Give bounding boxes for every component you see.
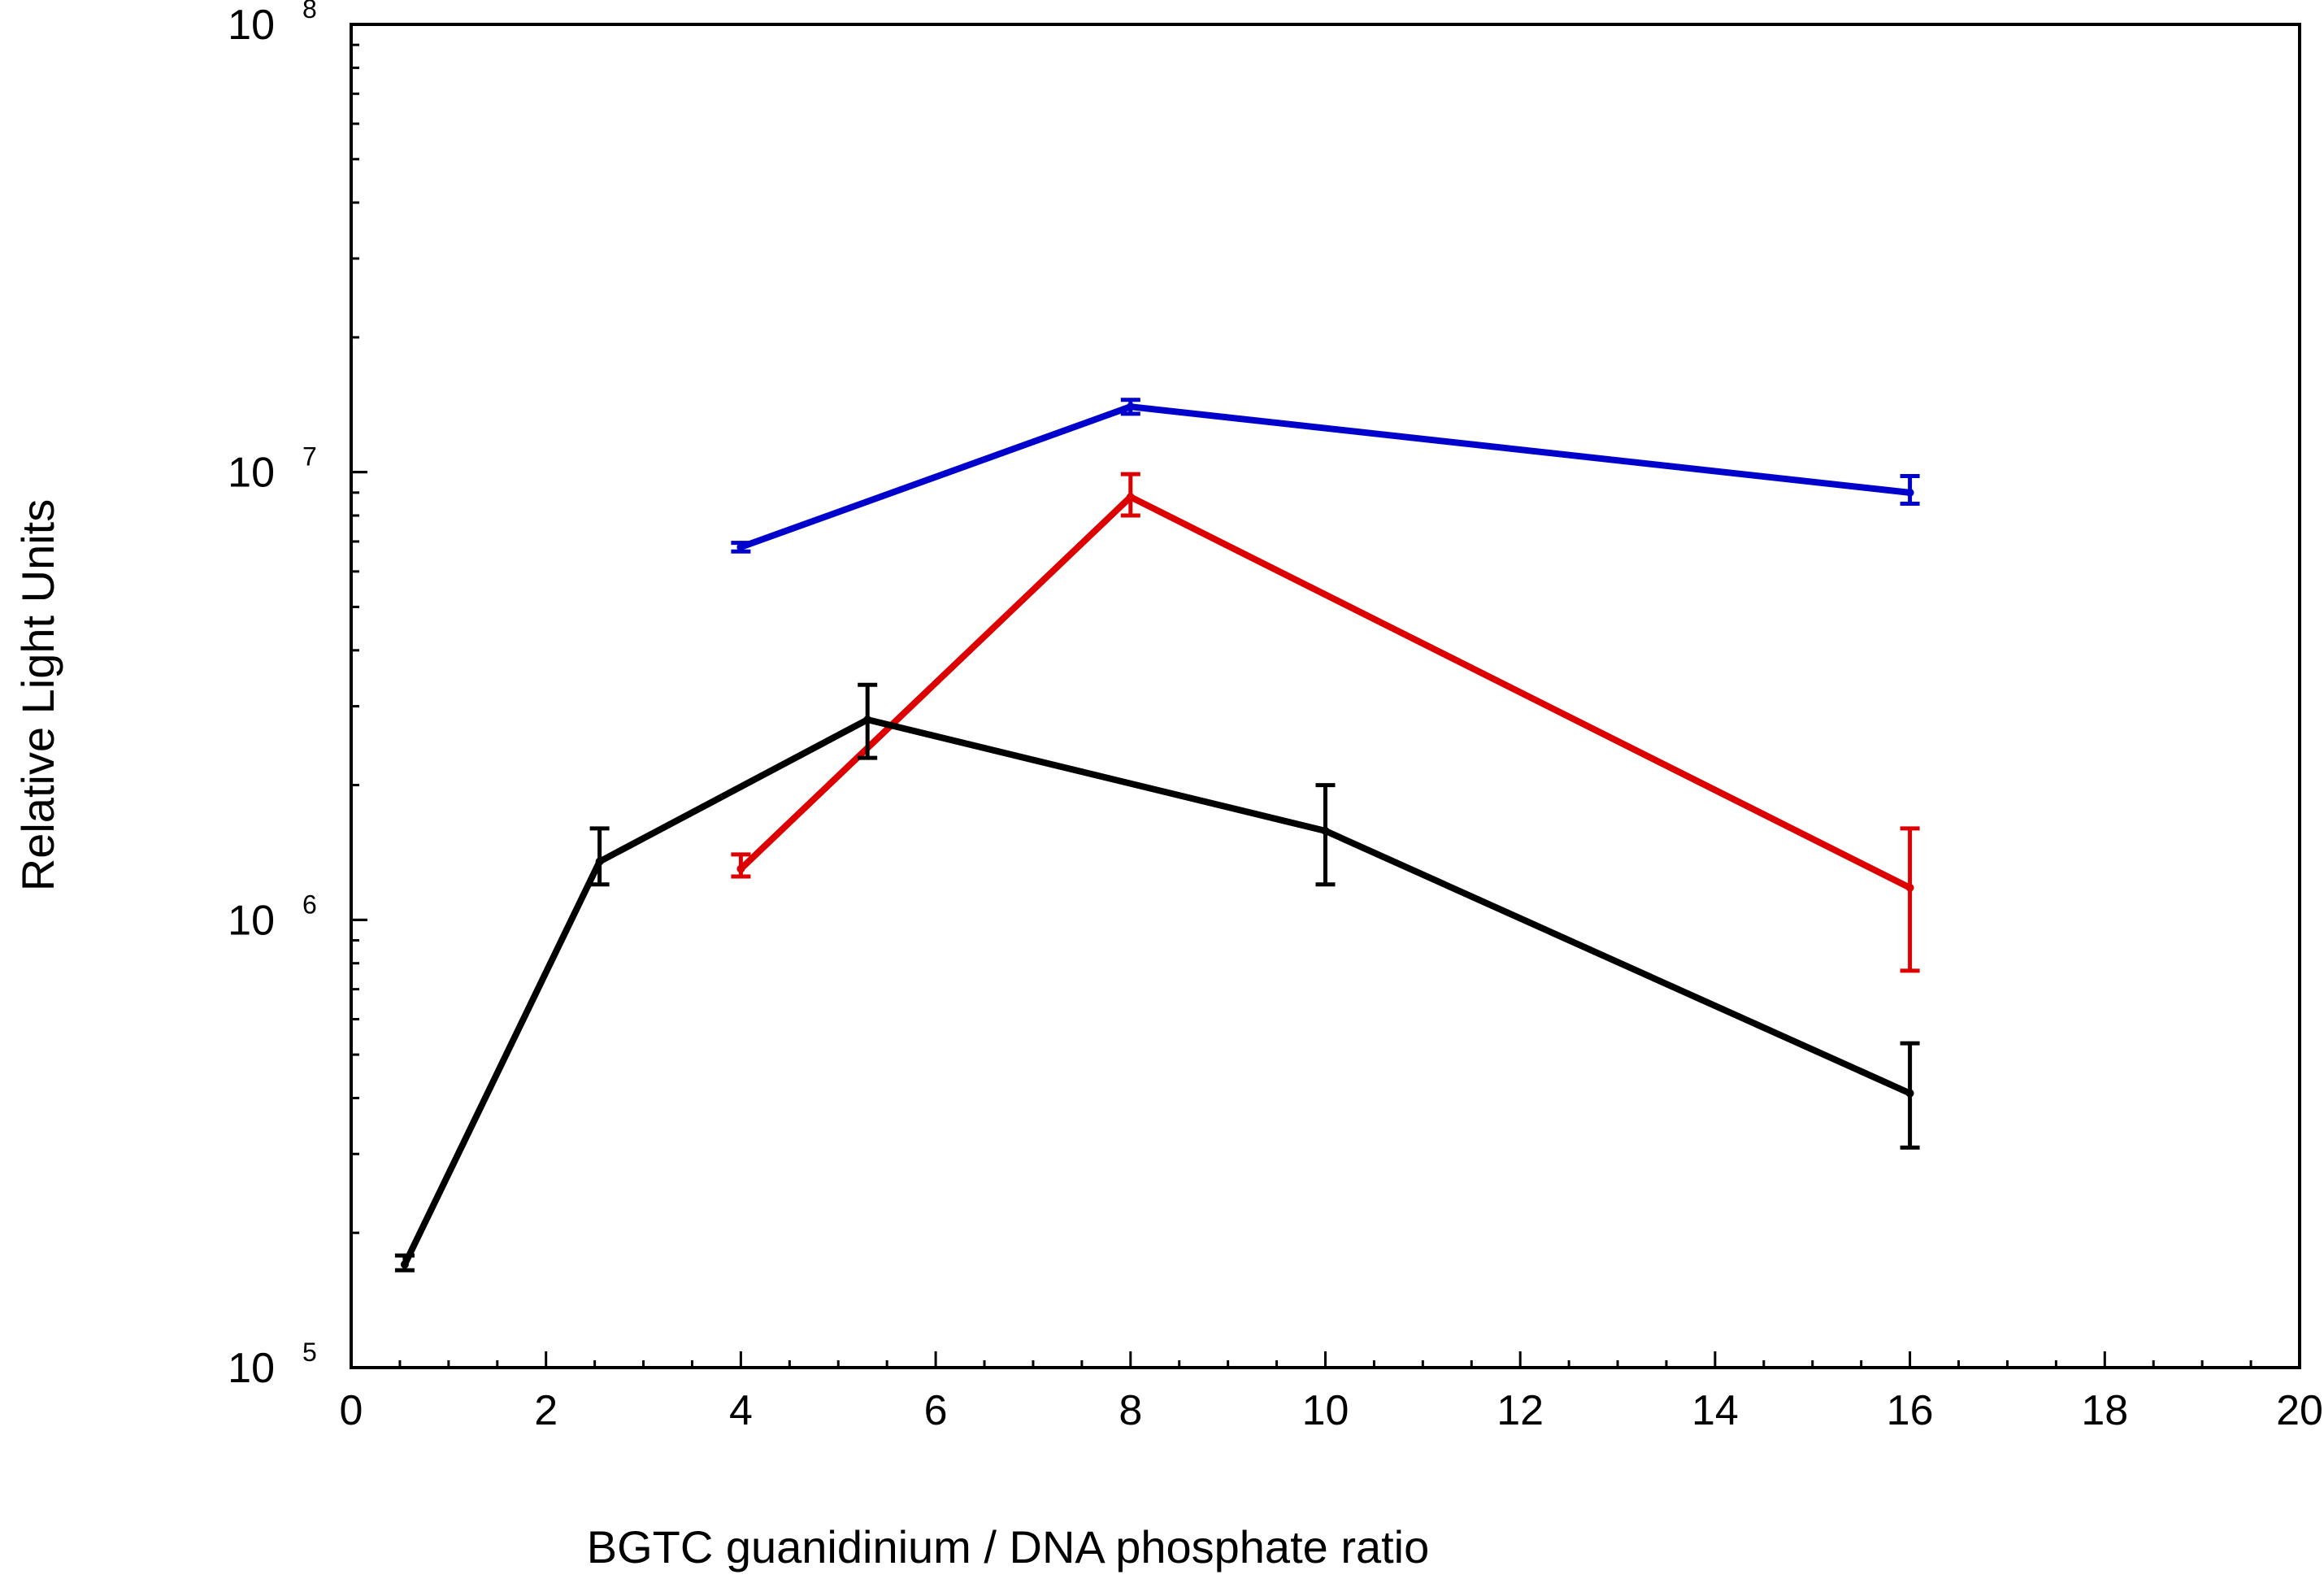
data-point-black (863, 716, 872, 724)
data-point-blue (736, 542, 745, 551)
x-tick-label: 18 (2081, 1387, 2128, 1434)
x-tick-label: 4 (729, 1387, 753, 1434)
x-axis-title: BGTC guanidinium / DNA phosphate ratio (587, 1521, 1430, 1572)
x-tick-label: 12 (1496, 1387, 1544, 1434)
data-point-blue (1905, 488, 1914, 497)
series-line-black (402, 716, 1912, 1266)
x-tick-label: 16 (1887, 1387, 1934, 1434)
y-tick-exponent: 5 (302, 1338, 317, 1367)
y-tick-exponent: 7 (302, 442, 317, 472)
x-tick-label: 6 (924, 1387, 948, 1434)
data-point-red (736, 864, 745, 873)
data-point-black (1905, 1089, 1914, 1098)
series-layer (394, 398, 1920, 1272)
data-point-black (595, 857, 604, 866)
data-point-black (400, 1260, 409, 1269)
data-point-black (1321, 826, 1330, 835)
data-point-red (1905, 883, 1914, 892)
x-axis-ticks: 0 2 4 6 8 10 12 14 16 18 20 (340, 1351, 2323, 1434)
y-axis-ticks: 10 5 10 6 10 7 10 8 (228, 0, 367, 1392)
x-tick-label: 14 (1692, 1387, 1739, 1434)
data-point-red (1126, 493, 1135, 502)
x-tick-label: 20 (2276, 1387, 2323, 1434)
y-tick-label: 10 (228, 1345, 275, 1392)
series-line-blue (740, 403, 1911, 550)
x-tick-label: 2 (534, 1387, 558, 1434)
y-tick-label: 10 (228, 897, 275, 944)
y-tick-label: 10 (228, 450, 275, 497)
plot-frame (350, 23, 2301, 1369)
y-tick-exponent: 6 (302, 890, 317, 919)
x-tick-label: 0 (340, 1387, 363, 1434)
x-tick-label: 8 (1119, 1387, 1142, 1434)
y-tick-label: 10 (228, 2, 275, 49)
y-tick-exponent: 8 (302, 0, 317, 24)
y-axis-title: Relative Light Units (12, 499, 63, 891)
data-point-blue (1126, 402, 1135, 411)
x-tick-label: 10 (1302, 1387, 1349, 1434)
